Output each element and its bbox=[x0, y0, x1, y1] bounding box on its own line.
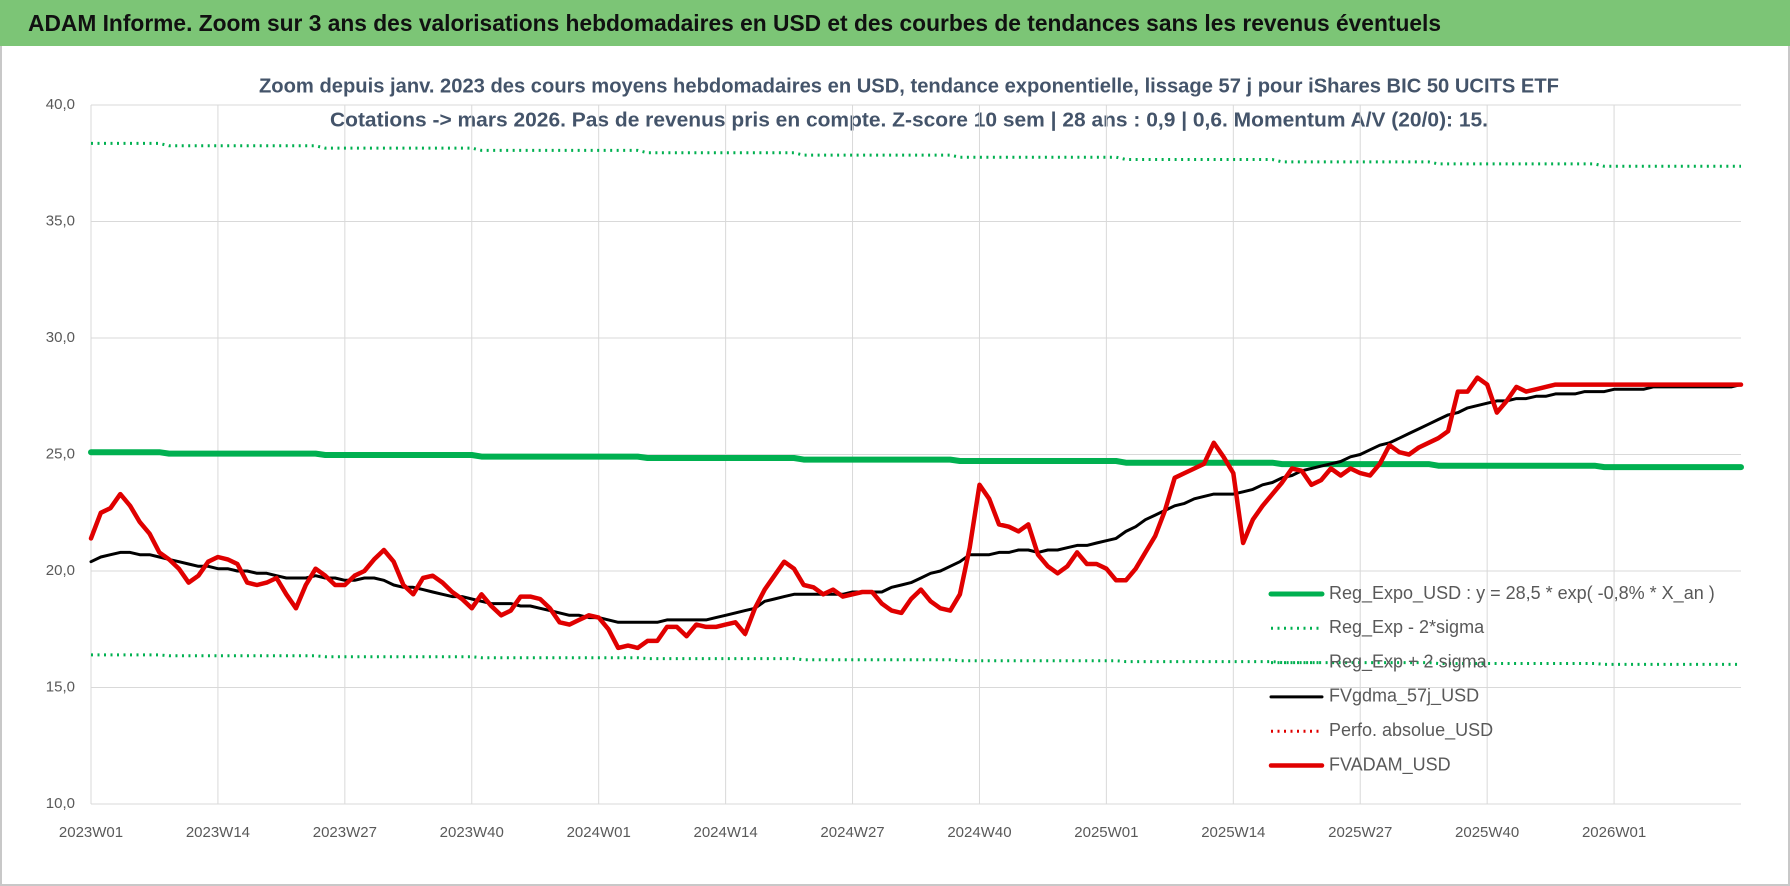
y-tick-label: 15,0 bbox=[46, 678, 75, 695]
x-tick-label: 2026W01 bbox=[1582, 824, 1646, 841]
x-tick-label: 2025W01 bbox=[1074, 824, 1138, 841]
banner bbox=[0, 0, 1790, 46]
x-tick-label: 2024W01 bbox=[567, 824, 631, 841]
chart-title: ADAM Informe. Zoom sur 3 ans des valoris… bbox=[28, 10, 1441, 36]
chart-subtitle: Zoom depuis janv. 2023 des cours moyens … bbox=[259, 75, 1559, 97]
series-line bbox=[89, 383, 1743, 624]
x-tick-label: 2023W01 bbox=[59, 824, 123, 841]
x-tick-label: 2024W40 bbox=[947, 824, 1011, 841]
y-tick-label: 10,0 bbox=[46, 795, 75, 812]
y-tick-label: 30,0 bbox=[46, 329, 75, 346]
x-tick-label: 2023W27 bbox=[313, 824, 377, 841]
series-line bbox=[88, 375, 1744, 651]
legend-label: FVgdma_57j_USD bbox=[1329, 686, 1479, 707]
y-tick-label: 20,0 bbox=[46, 562, 75, 579]
x-tick-label: 2024W27 bbox=[820, 824, 884, 841]
series-line bbox=[91, 141, 1741, 168]
legend-label: Reg_Exp - 2*sigma bbox=[1329, 617, 1485, 638]
legend-label: FVADAM_USD bbox=[1329, 754, 1451, 775]
x-tick-label: 2023W40 bbox=[440, 824, 504, 841]
legend-label: Perfo. absolue_USD bbox=[1329, 720, 1493, 741]
legend-label: Reg_Exp + 2 sigma bbox=[1329, 651, 1488, 672]
series-line bbox=[88, 449, 1744, 471]
x-tick-label: 2025W14 bbox=[1201, 824, 1265, 841]
y-tick-label: 40,0 bbox=[46, 96, 75, 113]
x-tick-label: 2025W27 bbox=[1328, 824, 1392, 841]
x-tick-label: 2023W14 bbox=[186, 824, 250, 841]
y-tick-label: 25,0 bbox=[46, 445, 75, 462]
x-tick-label: 2024W14 bbox=[694, 824, 758, 841]
y-tick-label: 35,0 bbox=[46, 212, 75, 229]
x-tick-label: 2025W40 bbox=[1455, 824, 1519, 841]
chart-subtitle: Cotations -> mars 2026. Pas de revenus p… bbox=[330, 109, 1488, 131]
legend-label: Reg_Expo_USD : y = 28,5 * exp( -0,8% * X… bbox=[1329, 583, 1715, 604]
